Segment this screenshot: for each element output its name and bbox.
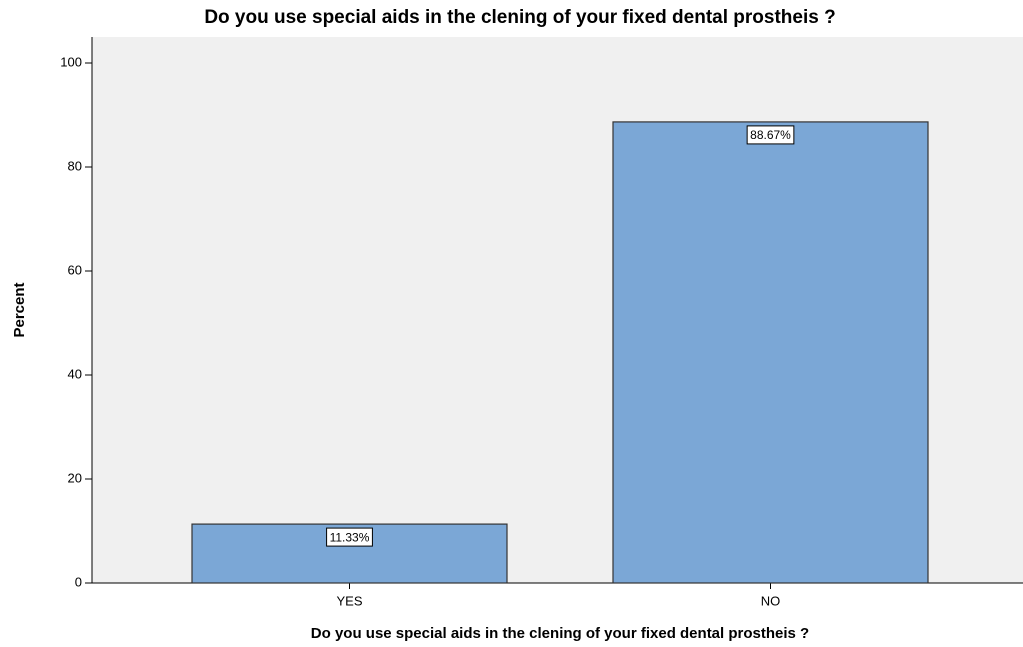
y-tick-label: 60 [68,262,82,277]
x-tick-label: YES [336,593,362,608]
y-tick-label: 100 [60,54,82,69]
x-axis-label: Do you use special aids in the clening o… [311,625,809,642]
bar [612,121,929,584]
value-label-box [326,527,373,547]
value-label-box [746,125,795,145]
y-tick-label: 0 [75,574,82,589]
value-label: 11.33% [330,530,370,544]
x-tick-label: NO [761,593,781,608]
y-tick-label: 80 [68,158,82,173]
y-tick-label: 20 [68,470,82,485]
y-axis-label: Percent [11,282,28,337]
value-label: 88.67% [750,128,791,142]
y-tick-label: 40 [68,366,82,381]
chart-title: Do you use special aids in the clening o… [204,7,835,28]
